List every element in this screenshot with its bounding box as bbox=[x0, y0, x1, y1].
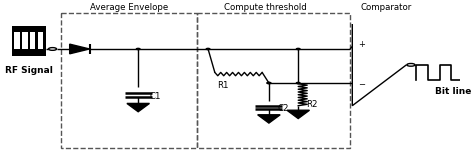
Text: RF Signal: RF Signal bbox=[5, 66, 53, 75]
Polygon shape bbox=[70, 44, 90, 54]
Text: −: − bbox=[358, 80, 365, 89]
FancyBboxPatch shape bbox=[30, 32, 36, 49]
Text: R1: R1 bbox=[217, 81, 228, 90]
Circle shape bbox=[267, 82, 271, 84]
Polygon shape bbox=[127, 103, 149, 112]
Text: C2: C2 bbox=[277, 104, 289, 113]
FancyBboxPatch shape bbox=[12, 26, 46, 56]
Circle shape bbox=[407, 63, 415, 66]
Circle shape bbox=[296, 82, 300, 84]
Text: Average Envelope: Average Envelope bbox=[90, 3, 168, 12]
Circle shape bbox=[137, 48, 140, 50]
Text: +: + bbox=[358, 41, 365, 49]
Text: R2: R2 bbox=[306, 100, 318, 109]
Polygon shape bbox=[258, 115, 280, 123]
FancyBboxPatch shape bbox=[38, 32, 43, 49]
Text: C1: C1 bbox=[149, 92, 161, 101]
FancyBboxPatch shape bbox=[14, 32, 20, 49]
Circle shape bbox=[206, 48, 210, 50]
Text: Compute threshold: Compute threshold bbox=[224, 3, 307, 12]
Polygon shape bbox=[287, 110, 310, 119]
Text: Comparator: Comparator bbox=[361, 3, 412, 12]
Text: Bit line: Bit line bbox=[435, 87, 471, 96]
FancyBboxPatch shape bbox=[22, 32, 27, 49]
Circle shape bbox=[296, 48, 300, 50]
Circle shape bbox=[48, 48, 56, 50]
Circle shape bbox=[267, 82, 271, 84]
